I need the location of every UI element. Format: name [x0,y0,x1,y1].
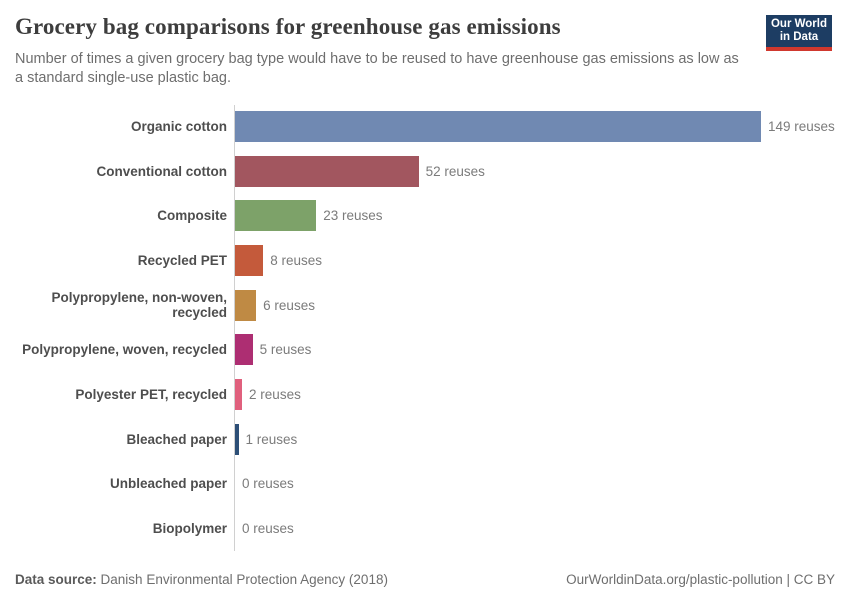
chart-footer: Data source: Danish Environmental Protec… [15,572,835,587]
category-label: Recycled PET [137,252,227,268]
chart-row: Composite 23 reuses [0,193,850,238]
bar [235,200,317,232]
chart-row: Polypropylene, woven, recycled 5 reuses [0,327,850,372]
chart-row: Conventional cotton 52 reuses [0,149,850,194]
bar-area: 52 reuses [235,149,850,194]
category-label: Organic cotton [130,118,227,134]
chart-row: Organic cotton 149 reuses [0,104,850,149]
owid-logo[interactable]: Our World in Data [766,15,832,51]
bar [235,244,264,276]
bar [235,378,243,410]
chart-header: Grocery bag comparisons for greenhouse g… [15,14,750,88]
chart-row: Bleached paper 1 reuses [0,417,850,462]
value-label: 2 reuses [249,386,301,402]
chart-row: Polyester PET, recycled 2 reuses [0,372,850,417]
bar [235,289,257,321]
category-label: Conventional cotton [96,163,228,179]
page-title: Grocery bag comparisons for greenhouse g… [15,14,561,39]
bar-area: 1 reuses [235,417,850,462]
category-label: Unbleached paper [109,476,227,492]
value-label: 0 reuses [242,476,294,492]
bar-area: 0 reuses [235,462,850,507]
bar-chart: Organic cotton 149 reuses Conventional cot… [0,104,850,551]
chart-row: Polypropylene, non-woven, recycled 6 reus… [0,283,850,328]
bar-area: 5 reuses [235,327,850,372]
category-label: Polyester PET, recycled [75,386,227,402]
chart-rows: Organic cotton 149 reuses Conventional cot… [0,104,850,551]
bar-area: 6 reuses [235,283,850,328]
value-label: 1 reuses [245,431,298,447]
bar [235,110,761,142]
chart-row: Recycled PET 8 reuses [0,238,850,283]
value-label: 0 reuses [242,521,294,537]
owid-logo-text: Our World in Data [766,15,832,47]
category-label: Bleached paper [126,431,227,447]
chart-row: Unbleached paper 0 reuses [0,462,850,507]
data-source: Data source: Danish Environmental Protec… [15,572,388,587]
attribution-link[interactable]: OurWorldinData.org/plastic-pollution | C… [566,572,835,587]
category-label: Biopolymer [152,521,227,537]
value-label: 23 reuses [323,208,383,224]
chart-subtitle: Number of times a given grocery bag type… [15,51,739,86]
bar-area: 149 reuses [235,104,850,149]
owid-logo-accent-bar [766,47,832,51]
value-label: 8 reuses [270,252,323,268]
category-label: Polypropylene, non-woven, recycled [51,290,227,321]
data-source-label: Data source: [15,572,97,587]
bar-area: 2 reuses [235,372,850,417]
bar [235,423,239,455]
category-label: Composite [157,208,227,224]
bar-area: 23 reuses [235,193,850,238]
value-label: 52 reuses [425,163,485,179]
y-axis-line [234,105,235,551]
value-label: 149 reuses [768,118,835,134]
bar [235,155,419,187]
category-label: Polypropylene, woven, recycled [22,342,227,358]
bar-area: 0 reuses [235,506,850,551]
value-label: 6 reuses [263,297,315,313]
chart-row: Biopolymer 0 reuses [0,506,850,551]
bar [235,334,253,366]
data-source-value: Danish Environmental Protection Agency (… [100,572,388,587]
value-label: 5 reuses [259,342,312,358]
bar-area: 8 reuses [235,238,850,283]
